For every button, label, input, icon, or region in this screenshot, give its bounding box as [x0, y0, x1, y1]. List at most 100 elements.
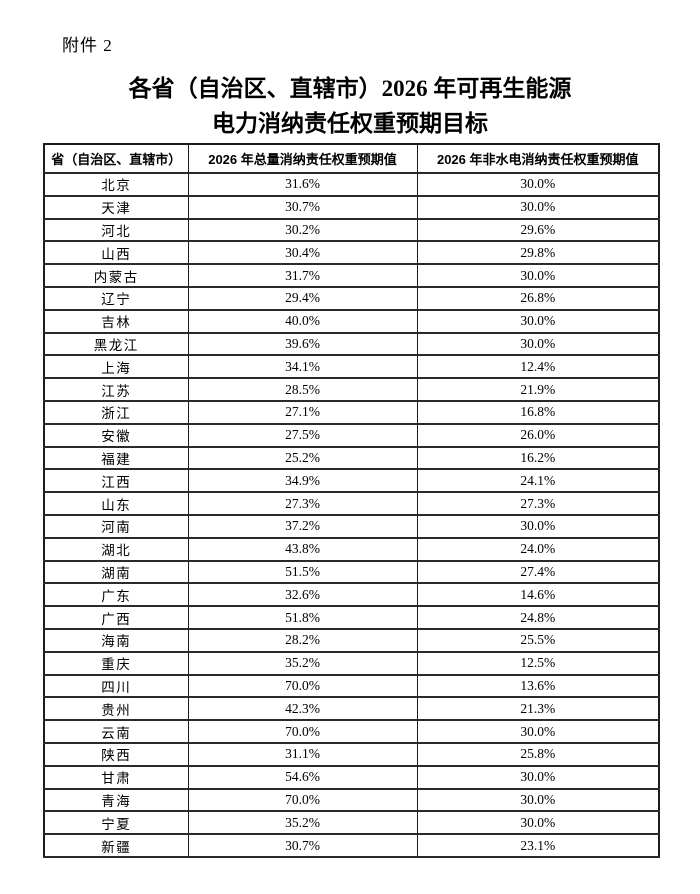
total-weight-cell: 70.0%: [187, 720, 418, 744]
table-row: 海南 28.2% 25.5%: [43, 628, 660, 653]
total-weight-cell: 43.8%: [187, 537, 418, 562]
non-hydro-weight-cell: 24.1%: [416, 469, 660, 494]
province-cell: 福建: [43, 446, 189, 471]
table-row: 四川 70.0% 13.6%: [43, 674, 660, 699]
non-hydro-weight-cell: 25.8%: [416, 742, 660, 767]
table-row: 广东 32.6% 14.6%: [43, 583, 660, 608]
table-row: 辽宁 29.4% 26.8%: [43, 286, 660, 311]
total-weight-cell: 51.5%: [187, 560, 418, 585]
non-hydro-weight-cell: 30.0%: [416, 309, 660, 334]
non-hydro-weight-cell: 25.5%: [416, 628, 660, 653]
province-cell: 江苏: [43, 378, 189, 402]
non-hydro-weight-cell: 30.0%: [416, 195, 660, 220]
total-weight-cell: 34.9%: [187, 469, 418, 494]
total-weight-cell: 30.4%: [187, 241, 418, 266]
table-row: 山西 30.4% 29.8%: [43, 241, 660, 266]
table-row: 新疆 30.7% 23.1%: [43, 834, 660, 858]
province-cell: 黑龙江: [43, 332, 189, 357]
total-weight-cell: 30.2%: [187, 218, 418, 243]
province-cell: 云南: [43, 720, 189, 744]
total-weight-cell: 27.1%: [187, 400, 418, 425]
table-row: 天津 30.7% 30.0%: [43, 195, 660, 220]
province-cell: 上海: [43, 355, 189, 380]
col-header-non-hydro-weight: 2026 年非水电消纳责任权重预期值: [416, 144, 660, 174]
table-row: 福建 25.2% 16.2%: [43, 446, 660, 471]
total-weight-cell: 34.1%: [187, 355, 418, 380]
non-hydro-weight-cell: 30.0%: [416, 264, 660, 288]
total-weight-cell: 28.5%: [187, 378, 418, 402]
table-row: 江西 34.9% 24.1%: [43, 469, 660, 494]
non-hydro-weight-cell: 14.6%: [416, 583, 660, 608]
non-hydro-weight-cell: 29.6%: [416, 218, 660, 243]
province-cell: 贵州: [43, 697, 189, 722]
total-weight-cell: 27.3%: [187, 492, 418, 516]
col-header-total-weight: 2026 年总量消纳责任权重预期值: [187, 144, 418, 174]
col-header-province: 省（自治区、直辖市）: [43, 144, 189, 174]
total-weight-cell: 30.7%: [187, 195, 418, 220]
total-weight-cell: 35.2%: [187, 811, 418, 836]
non-hydro-weight-cell: 30.0%: [416, 173, 660, 197]
non-hydro-weight-cell: 16.2%: [416, 446, 660, 471]
weights-table: 省（自治区、直辖市） 2026 年总量消纳责任权重预期值 2026 年非水电消纳…: [43, 143, 660, 858]
table-row: 北京 31.6% 30.0%: [43, 173, 660, 197]
non-hydro-weight-cell: 26.0%: [416, 423, 660, 448]
table-header-row: 省（自治区、直辖市） 2026 年总量消纳责任权重预期值 2026 年非水电消纳…: [43, 144, 660, 174]
province-cell: 重庆: [43, 651, 189, 676]
table-row: 广西 51.8% 24.8%: [43, 606, 660, 630]
province-cell: 河南: [43, 514, 189, 539]
table-row: 浙江 27.1% 16.8%: [43, 400, 660, 425]
non-hydro-weight-cell: 12.4%: [416, 355, 660, 380]
province-cell: 辽宁: [43, 286, 189, 311]
document-title: 各省（自治区、直辖市）2026 年可再生能源 电力消纳责任权重预期目标: [0, 71, 700, 141]
province-cell: 广东: [43, 583, 189, 608]
title-line-1: 各省（自治区、直辖市）2026 年可再生能源: [128, 76, 572, 101]
total-weight-cell: 42.3%: [187, 697, 418, 722]
table-row: 吉林 40.0% 30.0%: [43, 309, 660, 334]
province-cell: 浙江: [43, 400, 189, 425]
table-row: 云南 70.0% 30.0%: [43, 720, 660, 744]
table-row: 河南 37.2% 30.0%: [43, 514, 660, 539]
province-cell: 四川: [43, 674, 189, 699]
table-row: 江苏 28.5% 21.9%: [43, 378, 660, 402]
table-row: 湖北 43.8% 24.0%: [43, 537, 660, 562]
table-row: 宁夏 35.2% 30.0%: [43, 811, 660, 836]
non-hydro-weight-cell: 26.8%: [416, 286, 660, 311]
province-cell: 宁夏: [43, 811, 189, 836]
total-weight-cell: 27.5%: [187, 423, 418, 448]
province-cell: 河北: [43, 218, 189, 243]
province-cell: 江西: [43, 469, 189, 494]
total-weight-cell: 70.0%: [187, 674, 418, 699]
non-hydro-weight-cell: 30.0%: [416, 788, 660, 813]
table-row: 山东 27.3% 27.3%: [43, 492, 660, 516]
title-line-2: 电力消纳责任权重预期目标: [212, 111, 488, 136]
province-cell: 新疆: [43, 834, 189, 858]
total-weight-cell: 31.7%: [187, 264, 418, 288]
table-row: 甘肃 54.6% 30.0%: [43, 765, 660, 790]
province-cell: 山东: [43, 492, 189, 516]
total-weight-cell: 32.6%: [187, 583, 418, 608]
non-hydro-weight-cell: 12.5%: [416, 651, 660, 676]
total-weight-cell: 70.0%: [187, 788, 418, 813]
table-row: 河北 30.2% 29.6%: [43, 218, 660, 243]
total-weight-cell: 25.2%: [187, 446, 418, 471]
table-row: 贵州 42.3% 21.3%: [43, 697, 660, 722]
non-hydro-weight-cell: 27.3%: [416, 492, 660, 516]
non-hydro-weight-cell: 30.0%: [416, 765, 660, 790]
province-cell: 安徽: [43, 423, 189, 448]
province-cell: 北京: [43, 173, 189, 197]
non-hydro-weight-cell: 13.6%: [416, 674, 660, 699]
non-hydro-weight-cell: 30.0%: [416, 332, 660, 357]
total-weight-cell: 35.2%: [187, 651, 418, 676]
province-cell: 陕西: [43, 742, 189, 767]
province-cell: 甘肃: [43, 765, 189, 790]
table-row: 内蒙古 31.7% 30.0%: [43, 264, 660, 288]
table-row: 黑龙江 39.6% 30.0%: [43, 332, 660, 357]
province-cell: 湖南: [43, 560, 189, 585]
province-cell: 广西: [43, 606, 189, 630]
non-hydro-weight-cell: 24.8%: [416, 606, 660, 630]
total-weight-cell: 40.0%: [187, 309, 418, 334]
attachment-label: 附件 2: [62, 36, 113, 55]
total-weight-cell: 54.6%: [187, 765, 418, 790]
province-cell: 青海: [43, 788, 189, 813]
